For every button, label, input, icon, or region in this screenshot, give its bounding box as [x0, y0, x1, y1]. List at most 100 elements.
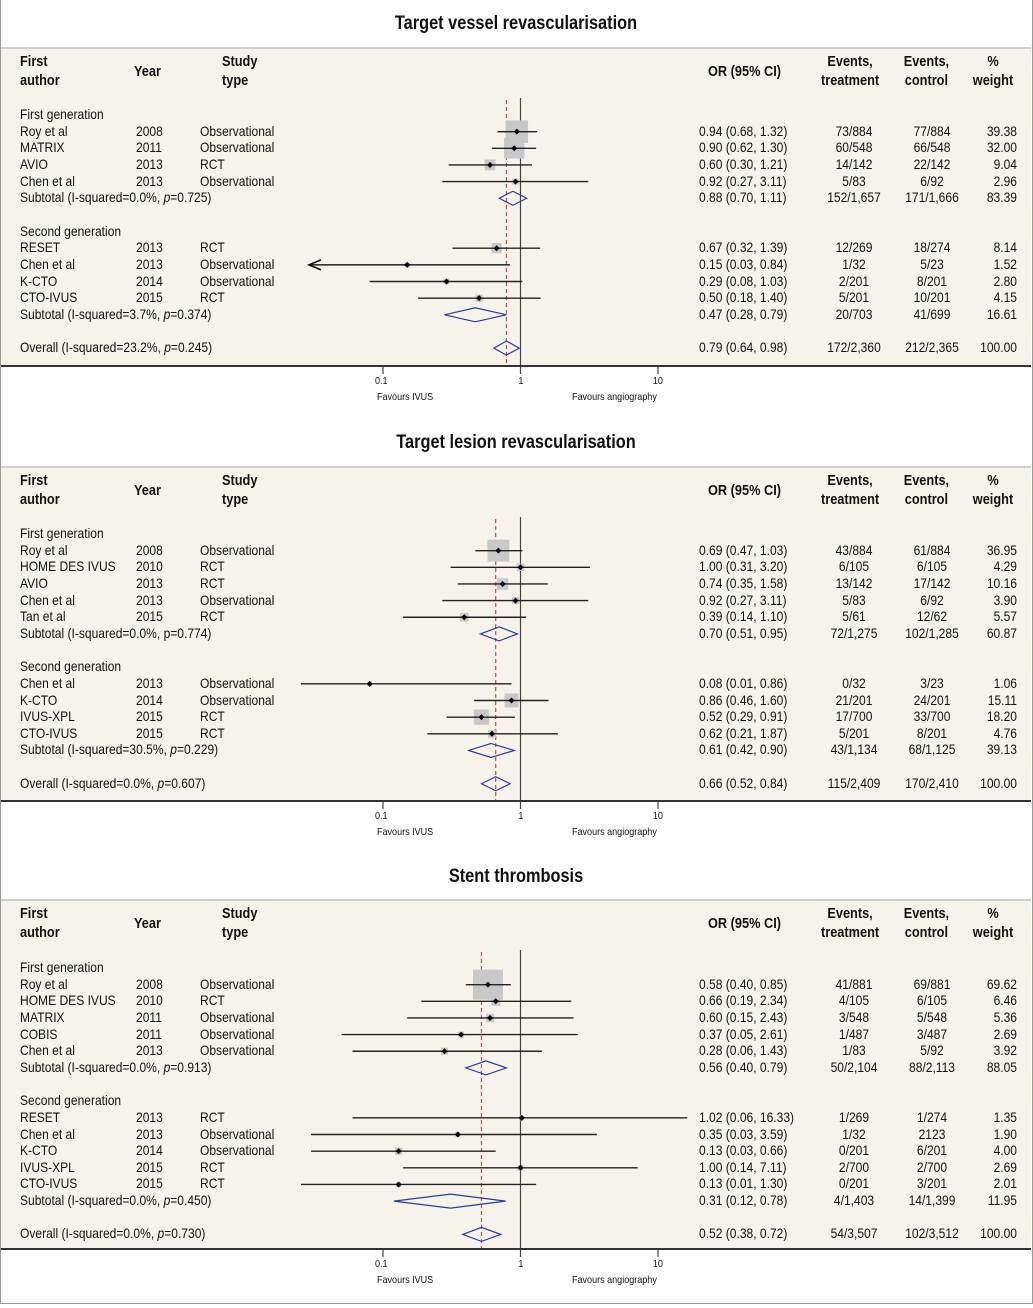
subtotal-diamond	[463, 1060, 509, 1076]
events-treatment: 5/61	[842, 608, 866, 625]
study-type: RCT	[200, 1108, 225, 1125]
study-author: K-CTO	[20, 1142, 58, 1159]
favours-ivus-label: Favours IVUS	[377, 391, 434, 403]
overall-row: Overall (I-squared=0.0%, p=0.607) 0.66 (0…	[1, 775, 1031, 792]
study-author: AVIO	[20, 574, 48, 591]
label-suffix: =0.730)	[164, 1225, 206, 1242]
events-treatment: 4/1,403	[833, 1192, 875, 1209]
events-treatment: 172/2,360	[827, 339, 881, 356]
header-line: Events,	[827, 906, 873, 922]
label-prefix: Subtotal (I-squared=3.7%,	[20, 305, 164, 322]
events-control: 102/3,512	[905, 1225, 959, 1242]
study-author: AVIO	[20, 155, 48, 172]
weight-percent: 32.00	[986, 139, 1017, 156]
study-author: IVUS-XPL	[20, 1158, 75, 1175]
or-ci-value: 0.31 (0.12, 0.78)	[699, 1192, 788, 1209]
events-treatment: 2/201	[838, 272, 870, 289]
events-treatment: 41/881	[835, 975, 873, 992]
or-ci-value: 0.67 (0.32, 1.39)	[699, 239, 788, 256]
point-estimate	[395, 1181, 402, 1188]
header-events-control: Events, control	[900, 472, 953, 510]
study-author: MATRIX	[20, 1008, 65, 1025]
header-line: type	[222, 73, 249, 89]
table-row: CTO-IVUS 2015 RCT 0.62 (0.21, 1.87) 5/201 8/2…	[1, 725, 1031, 742]
or-ci-value: 0.28 (0.06, 1.43)	[699, 1042, 788, 1059]
header-or: OR (95% CI)	[708, 483, 782, 499]
study-author: Chen et al	[20, 591, 75, 608]
events-treatment: 1/32	[842, 1125, 866, 1142]
subtotal-diamond	[444, 307, 507, 323]
header-line: type	[222, 925, 249, 941]
subtotal-row: Subtotal (I-squared=0.0%, p=0.725) 0.88 (…	[1, 189, 1031, 206]
events-control: 22/142	[913, 155, 951, 172]
events-control: 3/201	[916, 1175, 948, 1192]
overall-row: Overall (I-squared=23.2%, p=0.245) 0.79 (…	[1, 339, 1031, 356]
study-type: Observational	[200, 1042, 275, 1059]
header-events-control: Events, control	[900, 905, 953, 943]
label-suffix: =0.607)	[164, 774, 206, 791]
study-author: Chen et al	[20, 1125, 75, 1142]
weight-percent: 2.80	[993, 272, 1017, 289]
forest-panel-tlr: Target lesion revascularisation First aut…	[1, 419, 1031, 859]
header-type: Study type	[222, 53, 257, 91]
study-type: RCT	[200, 558, 225, 575]
weight-percent: 83.39	[986, 189, 1017, 206]
label-prefix: Overall (I-squared=0.0%,	[20, 1225, 158, 1242]
header-line: Events,	[827, 54, 873, 70]
point-estimate	[366, 680, 373, 687]
events-control: 3/23	[920, 674, 944, 691]
events-treatment: 0/201	[838, 1142, 870, 1159]
table-row: Chen et al 2013 Observational 0.28 (0.06, 1…	[1, 1042, 1031, 1059]
events-treatment: 1/32	[842, 255, 866, 272]
favours-ivus-label: Favours IVUS	[377, 1274, 434, 1286]
table-body: First generation Roy et al 2008 Observation…	[1, 517, 1031, 802]
or-ci-value: 0.62 (0.21, 1.87)	[699, 724, 788, 741]
header-line: weight	[972, 925, 1014, 941]
forest-plot	[306, 98, 589, 365]
header-line: First	[20, 906, 48, 922]
weight-percent: 4.29	[993, 558, 1017, 575]
header-line: First	[20, 473, 48, 489]
table-row: Chen et al 2013 Observational 0.08 (0.01, 0…	[1, 675, 1031, 692]
group-header: Second generation	[1, 223, 1031, 240]
subtotal-label: Subtotal (I-squared=30.5%, p=0.229)	[20, 741, 218, 758]
favours-ivus-label: Favours IVUS	[377, 826, 434, 838]
or-ci-value: 0.29 (0.08, 1.03)	[699, 272, 788, 289]
weight-percent: 1.90	[993, 1125, 1017, 1142]
table-row: CTO-IVUS 2015 RCT 0.13 (0.01, 1.30) 0/201 3/2…	[1, 1175, 1031, 1192]
events-treatment: 1/487	[838, 1025, 870, 1042]
or-ci-value: 0.61 (0.42, 0.90)	[699, 741, 788, 758]
table-row: AVIO 2013 RCT 0.60 (0.30, 1.21) 14/142 22/142…	[1, 156, 1031, 173]
x-axis: 0.1 1 10 Favours IVUS Favours angiography	[1, 367, 1031, 422]
favours-angiography-label: Favours angiography	[572, 391, 657, 403]
events-control: 14/1,399	[908, 1192, 956, 1209]
subtotal-row: Subtotal (I-squared=0.0%, p=0.774) 0.70 (…	[1, 625, 1031, 642]
point-estimate	[511, 145, 518, 152]
weight-percent: 88.05	[986, 1058, 1017, 1075]
or-ci-value: 0.35 (0.03, 3.59)	[699, 1125, 788, 1142]
overall-diamond	[461, 1226, 503, 1243]
study-author: IVUS-XPL	[20, 708, 75, 725]
events-control: 1/274	[916, 1108, 948, 1125]
header-author: First author	[20, 905, 60, 943]
header-weight: % weight	[971, 472, 1015, 510]
overall-label: Overall (I-squared=0.0%, p=0.607)	[20, 775, 205, 792]
study-year: 2010	[136, 558, 163, 575]
header-line: First	[20, 54, 48, 70]
events-control: 24/201	[913, 691, 951, 708]
weight-percent: 1.35	[993, 1108, 1017, 1125]
study-year: 2008	[136, 122, 163, 139]
events-control: 170/2,410	[905, 774, 959, 791]
events-treatment: 73/884	[835, 122, 873, 139]
point-estimate	[512, 597, 519, 604]
or-ci-value: 0.60 (0.30, 1.21)	[699, 155, 788, 172]
events-control: 5/92	[920, 1042, 944, 1059]
table-row: MATRIX 2011 Observational 0.90 (0.62, 1.30)…	[1, 139, 1031, 156]
table-row: AVIO 2013 RCT 0.74 (0.35, 1.58) 13/142 17/142…	[1, 575, 1031, 592]
weight-percent: 10.16	[986, 574, 1017, 591]
or-ci-value: 0.08 (0.01, 0.86)	[699, 674, 788, 691]
study-author: CTO-IVUS	[20, 1175, 78, 1192]
subtotal-diamond	[393, 1193, 506, 1209]
panel-title: Target vessel revascularisation	[394, 13, 638, 34]
forest-panel-tvr: Target vessel revascularisation First aut…	[1, 0, 1031, 430]
